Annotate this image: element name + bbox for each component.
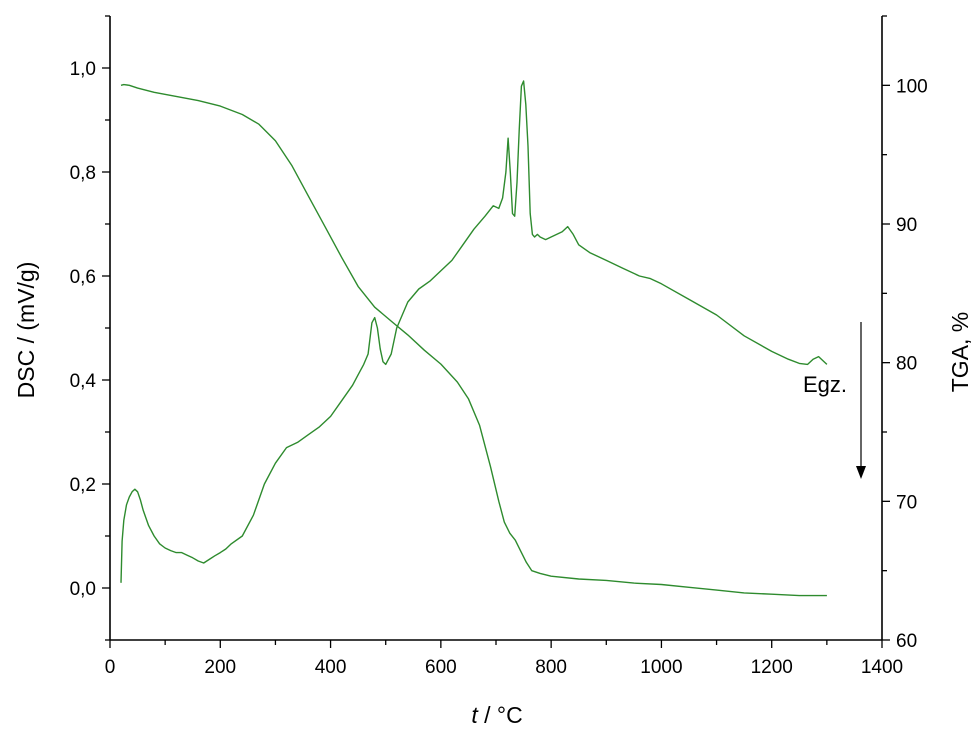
plot-frame <box>109 16 883 641</box>
y2-tick-label: 60 <box>896 631 917 652</box>
x-tick-label: 1400 <box>861 657 903 678</box>
x-tick-label: 600 <box>425 657 457 678</box>
x-tick-label: 400 <box>315 657 347 678</box>
x-axis-label: t / °C <box>471 702 522 728</box>
y-tick-label: 1,0 <box>70 59 96 80</box>
series-layer <box>120 80 828 597</box>
x-tick-label: 1200 <box>751 657 793 678</box>
annotation-egz: Egz. <box>803 372 847 397</box>
x-tick-label: 200 <box>204 657 236 678</box>
x-tick-label: 1000 <box>640 657 682 678</box>
y-tick-label: 0,2 <box>70 475 96 496</box>
y-tick-label: 0,0 <box>70 579 96 600</box>
ticks-layer: 0 200 400 600 800 1000 1200 1400 0,0 0,2 0,4 0,6 0,8… <box>70 15 928 678</box>
dsc-series-line <box>120 80 828 583</box>
y2-tick-label: 90 <box>896 215 917 236</box>
x-tick-label: 0 <box>105 657 116 678</box>
tga-series-line <box>120 83 827 597</box>
x-axis-label-var: t <box>471 702 479 728</box>
y2-tick-label: 70 <box>896 492 917 513</box>
annotation-arrow-head <box>856 466 866 479</box>
y2-tick-label: 80 <box>896 354 917 375</box>
y-tick-label: 0,4 <box>70 371 97 392</box>
x-axis-label-unit: / °C <box>478 702 523 728</box>
y-tick-label: 0,6 <box>70 267 96 288</box>
y2-axis-label: TGA, % <box>947 312 973 393</box>
x-tick-label: 800 <box>535 657 567 678</box>
y-axis-label: DSC / (mV/g) <box>13 262 39 399</box>
y2-tick-label: 100 <box>896 76 928 97</box>
y-tick-label: 0,8 <box>70 163 96 184</box>
